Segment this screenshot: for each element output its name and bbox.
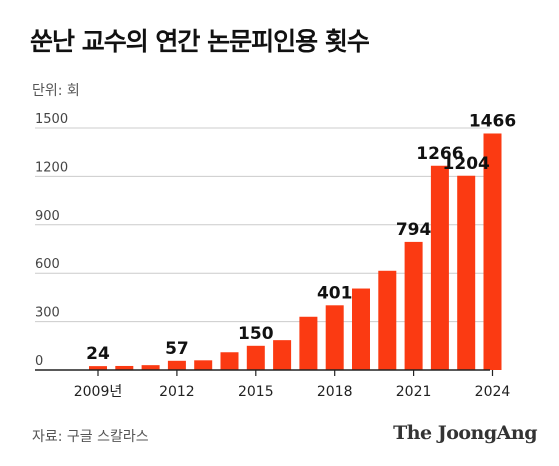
data-label-2022: 1266 bbox=[416, 144, 463, 164]
data-label-2021: 794 bbox=[396, 220, 432, 240]
data-label-2018: 401 bbox=[317, 283, 353, 303]
data-label-2024: 1466 bbox=[469, 111, 516, 131]
unit-label: 단위: 회 bbox=[32, 83, 80, 99]
bar-2013 bbox=[194, 360, 213, 370]
source-note: 자료: 구글 스칼라스 bbox=[32, 429, 149, 445]
bar-2016 bbox=[273, 340, 292, 370]
brand-logo: The JoongAng bbox=[393, 422, 537, 444]
bar-2024 bbox=[483, 133, 502, 370]
bar-2014 bbox=[220, 352, 239, 370]
y-tick-label: 900 bbox=[35, 209, 60, 224]
y-tick-label: 600 bbox=[35, 257, 60, 272]
x-tick-label-2021: 2021 bbox=[396, 384, 432, 400]
bar-2012 bbox=[167, 360, 186, 370]
data-label-2023: 1204 bbox=[443, 154, 490, 174]
bar-2015 bbox=[246, 345, 265, 370]
x-tick-label-2024: 2024 bbox=[475, 384, 511, 400]
bar-2023 bbox=[457, 175, 476, 370]
data-label-2009: 24 bbox=[86, 344, 110, 364]
bar-2020 bbox=[378, 270, 397, 370]
x-tick-label-2012: 2012 bbox=[159, 384, 195, 400]
y-tick-label: 300 bbox=[35, 306, 60, 321]
y-tick-label: 1200 bbox=[35, 160, 68, 175]
bar-2017 bbox=[299, 316, 318, 370]
data-label-2012: 57 bbox=[165, 339, 189, 359]
y-tick-label: 1500 bbox=[35, 112, 68, 127]
x-axis-ticks: 2009년 2012 2015 2018 2021 2024 bbox=[74, 370, 511, 400]
bar-2009 bbox=[89, 366, 107, 370]
y-axis-ticks: 0 300 600 900 1200 1500 bbox=[35, 112, 68, 369]
bars bbox=[89, 133, 502, 370]
bar-2018 bbox=[325, 305, 344, 370]
y-tick-label: 0 bbox=[35, 354, 43, 369]
x-tick-label-2015: 2015 bbox=[238, 384, 274, 400]
bar-2010 bbox=[115, 365, 134, 370]
bar-2022 bbox=[430, 165, 449, 370]
chart-title: 쑨난 교수의 연간 논문피인용 횟수 bbox=[30, 27, 370, 56]
x-tick-label-2018: 2018 bbox=[317, 384, 353, 400]
bar-2021 bbox=[404, 241, 423, 370]
bar-2011 bbox=[141, 365, 160, 370]
data-label-2015: 150 bbox=[238, 324, 274, 344]
bar-2019 bbox=[352, 288, 370, 370]
x-tick-label-2009: 2009년 bbox=[74, 384, 123, 400]
